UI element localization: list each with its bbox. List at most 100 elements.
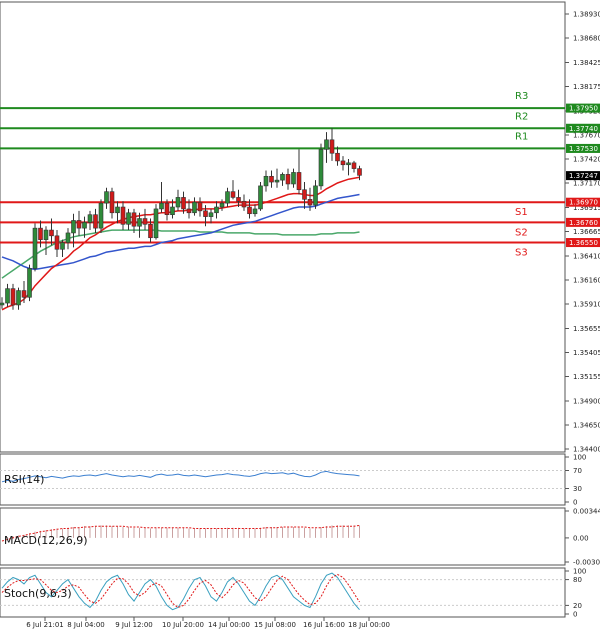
candle-body — [142, 218, 148, 225]
price-y-tick-label: 1.38425 — [573, 59, 600, 67]
macd-y-tick-label: 0.00344 — [573, 508, 600, 516]
candle-body — [335, 152, 340, 162]
price-y-tick-label: 1.36915 — [573, 204, 600, 212]
level-price-label-r2: 1.37740 — [569, 125, 598, 133]
candle-body — [153, 208, 159, 239]
candle-body — [120, 206, 126, 225]
candle-body — [329, 139, 335, 154]
candle-body — [252, 208, 258, 215]
level-price-box-s1 — [566, 197, 600, 207]
x-tick-label: 14 Jul 00:00 — [208, 621, 250, 629]
candle-body — [164, 202, 170, 215]
candle-body — [5, 288, 10, 304]
candle-body — [21, 290, 27, 298]
rsi-pane-frame — [0, 453, 566, 506]
candle-body — [302, 189, 307, 200]
candle-body — [71, 220, 76, 234]
rsi-line — [1, 470, 360, 483]
stoch-k-line — [1, 572, 360, 611]
level-name-s3: S3 — [515, 248, 528, 259]
stoch-y-tick-label: 80 — [573, 576, 582, 584]
price-pane-frame — [0, 1, 566, 453]
rsi-y-tick-label: 70 — [573, 467, 582, 475]
price-y-tick-label: 1.37420 — [573, 156, 600, 164]
level-price-label-s2: 1.36760 — [569, 219, 598, 227]
level-name-r3: R3 — [515, 91, 528, 102]
candle-body — [291, 172, 296, 185]
candle-body — [318, 149, 324, 187]
candle-body — [159, 202, 164, 210]
candle-body — [82, 222, 87, 229]
candle-body — [280, 174, 285, 181]
macd-y-tick-label: 0.00 — [573, 534, 589, 542]
candle-body — [98, 202, 104, 229]
candle-body — [258, 185, 263, 210]
level-price-box-r1 — [566, 143, 600, 153]
current-price-box — [566, 171, 600, 181]
rsi-y-tick-label: 30 — [573, 485, 582, 493]
candle-body — [175, 197, 181, 208]
x-tick-label: 8 Jul 04:00 — [67, 621, 105, 629]
macd-signal-line — [1, 524, 360, 542]
candle-body — [324, 139, 329, 150]
candle-body — [203, 210, 208, 217]
current-price-label: 1.37247 — [569, 172, 598, 180]
price-y-tick-label: 1.37170 — [573, 180, 600, 188]
candle-body — [49, 229, 54, 237]
candle-body — [340, 160, 346, 166]
level-price-label-s3: 1.36550 — [569, 239, 598, 247]
candle-body — [307, 199, 313, 206]
price-y-tick-label: 1.35655 — [573, 325, 600, 333]
candle-body — [346, 162, 351, 166]
candle-body — [225, 191, 230, 204]
price-y-tick-label: 1.35155 — [573, 373, 600, 381]
candle-body — [351, 162, 357, 169]
candle-body — [214, 206, 219, 214]
x-tick-label: 16 Jul 16:00 — [303, 621, 345, 629]
price-y-tick-label: 1.34400 — [573, 446, 600, 454]
candle-body — [27, 268, 32, 298]
macd-title: MACD(12,26,9) — [4, 534, 88, 547]
level-price-box-r2 — [566, 123, 600, 133]
candle-body — [60, 242, 65, 250]
candle-body — [131, 212, 137, 227]
candle-body — [170, 206, 175, 215]
candle-body — [148, 223, 153, 239]
candle-body — [0, 302, 5, 306]
price-y-tick-label: 1.38680 — [573, 35, 600, 43]
candle-body — [186, 208, 192, 214]
candle-body — [43, 229, 49, 240]
candle-body — [87, 214, 93, 223]
x-tick-label: 18 Jul 00:00 — [348, 621, 390, 629]
candle-body — [93, 214, 98, 229]
candle-body — [357, 168, 362, 176]
candle-body — [192, 201, 197, 214]
level-price-label-r3: 1.37950 — [569, 105, 598, 113]
level-price-box-s3 — [566, 238, 600, 248]
candle-body — [104, 191, 109, 204]
price-y-tick-label: 1.35405 — [573, 349, 600, 357]
candle-body — [32, 227, 38, 269]
candle-body — [285, 174, 291, 185]
candle-body — [241, 200, 247, 208]
ma-mid-line — [1, 193, 360, 271]
rsi-y-tick-label: 100 — [573, 454, 586, 462]
level-name-s2: S2 — [515, 227, 528, 238]
candle-body — [126, 212, 131, 225]
candle-body — [274, 179, 280, 183]
macd-y-tick-label: -0.00308 — [573, 559, 600, 567]
level-price-label-s1: 1.36970 — [569, 199, 598, 207]
x-tick-label: 15 Jul 08:00 — [254, 621, 296, 629]
level-price-box-s2 — [566, 217, 600, 227]
candle-body — [313, 185, 318, 206]
candle-body — [137, 218, 142, 227]
stoch-y-tick-label: 100 — [573, 568, 586, 576]
level-name-r2: R2 — [515, 111, 528, 122]
candle-body — [65, 232, 71, 243]
price-y-tick-label: 1.34900 — [573, 397, 600, 405]
price-y-tick-label: 1.35910 — [573, 301, 600, 309]
candle-body — [296, 172, 302, 191]
candle-body — [10, 288, 16, 306]
stoch-y-tick-label: 0 — [573, 611, 577, 619]
